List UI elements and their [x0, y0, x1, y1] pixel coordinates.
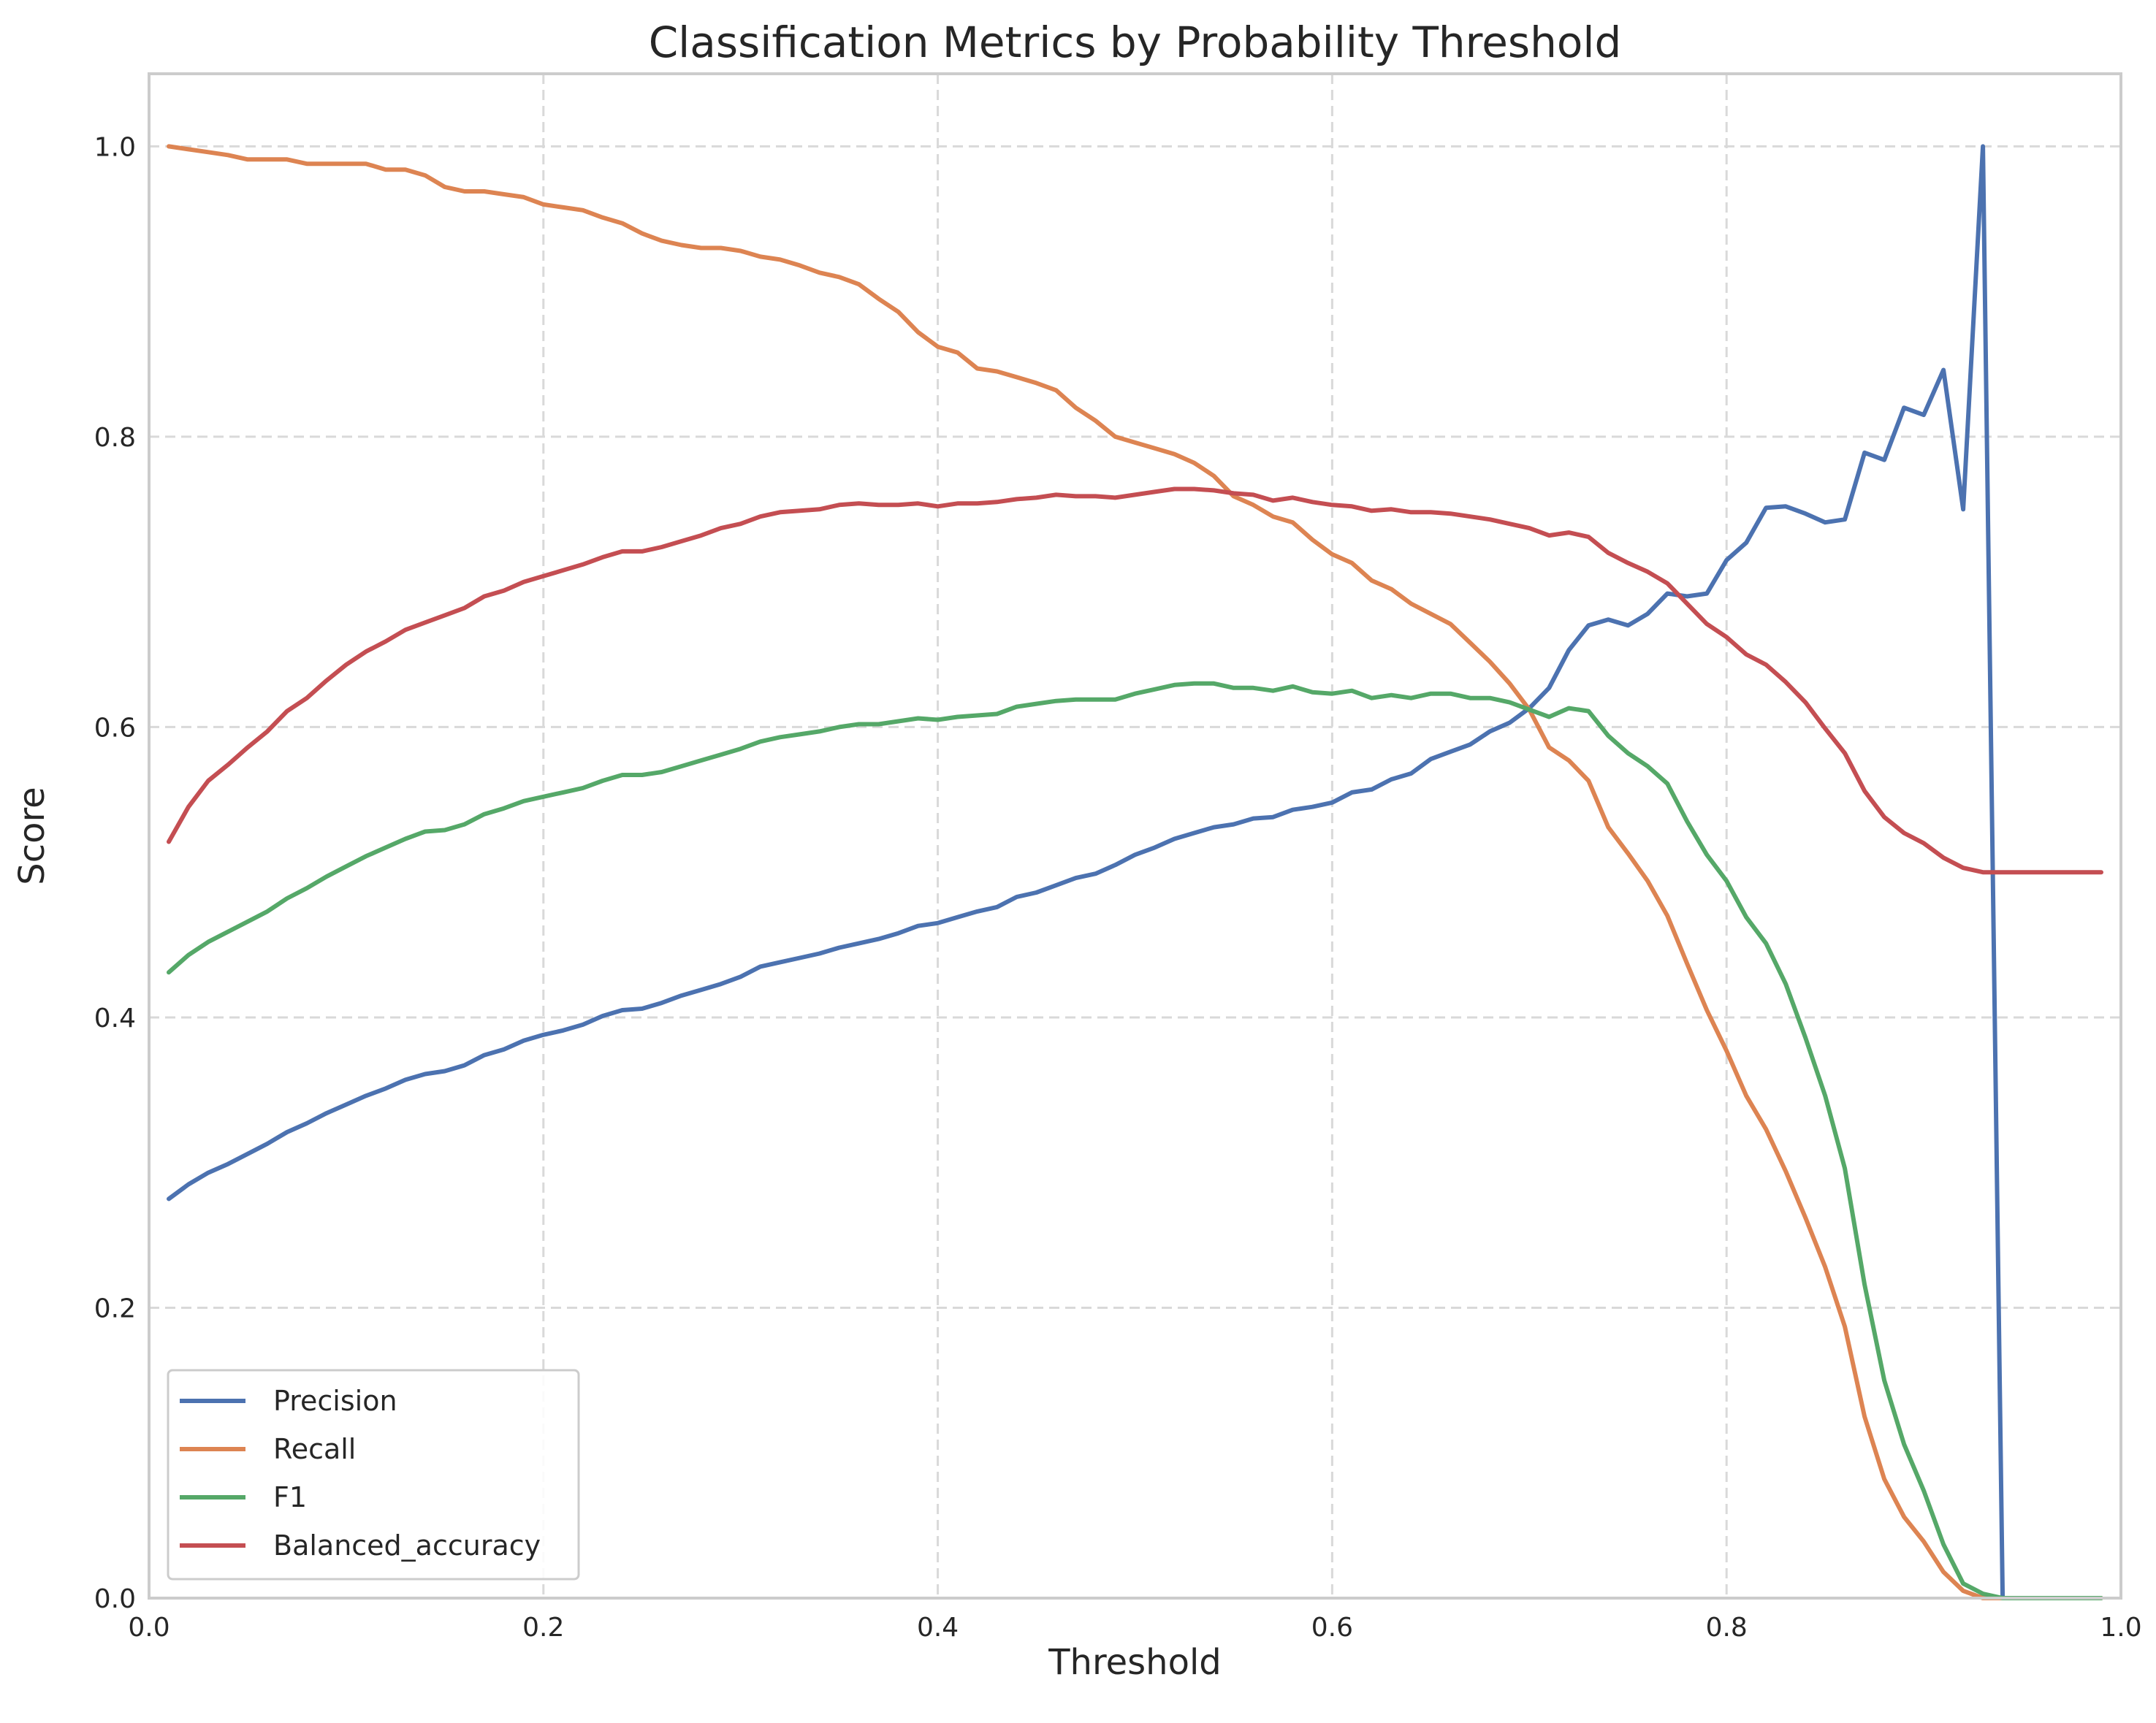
grid — [148, 74, 2122, 1600]
legend-label-balanced-accuracy: Balanced_accuracy — [273, 1529, 541, 1562]
series-lines — [167, 144, 2103, 1600]
y-axis-label: Score — [12, 787, 53, 885]
chart-title: Classification Metrics by Probability Th… — [649, 18, 1622, 67]
series-line-balanced-accuracy — [167, 486, 2103, 875]
x-tick-label: 0.6 — [1311, 1613, 1353, 1643]
x-tick-label: 0.4 — [917, 1613, 959, 1643]
legend-label-f1: F1 — [273, 1481, 307, 1513]
plot-frame — [148, 72, 2122, 1600]
y-tick-label: 0.4 — [94, 1004, 136, 1034]
legend-label-precision: Precision — [273, 1385, 397, 1417]
x-tick-label: 0.2 — [522, 1613, 564, 1643]
x-tick-label: 1.0 — [2100, 1613, 2141, 1643]
series-line-precision — [167, 144, 2103, 1600]
tick-labels: 0.0 0.2 0.4 0.6 0.8 1.0 0.0 0.2 0.4 0.6 0.8 1.0 — [94, 132, 2142, 1643]
y-tick-label: 0.6 — [94, 713, 136, 743]
series-line-f1 — [167, 681, 2103, 1600]
legend: Precision Recall F1 Balanced_accuracy — [167, 1369, 580, 1581]
y-tick-label: 1.0 — [94, 132, 136, 162]
y-tick-label: 0.2 — [94, 1294, 136, 1323]
legend-box — [167, 1369, 580, 1581]
legend-label-recall: Recall — [273, 1433, 356, 1465]
x-tick-label: 0.8 — [1706, 1613, 1748, 1643]
series-line-recall — [167, 144, 2103, 1600]
y-tick-label: 0.0 — [94, 1584, 136, 1614]
y-tick-label: 0.8 — [94, 423, 136, 453]
x-tick-label: 0.0 — [128, 1613, 169, 1643]
x-axis-label: Threshold — [1048, 1642, 1222, 1683]
